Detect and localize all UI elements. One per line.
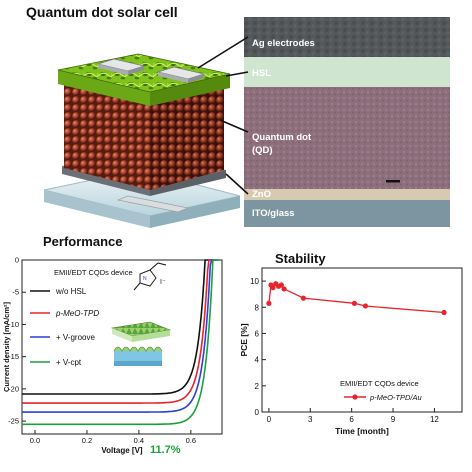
jv-legend-title: EMII/EDT CQDs device <box>54 268 133 277</box>
label-zno: ZnO <box>252 189 271 200</box>
stability-x-tick-label: 3 <box>308 415 313 424</box>
scale-bar <box>386 180 400 183</box>
stability-y-tick-label: 6 <box>255 329 260 338</box>
jv-series-line <box>22 259 217 404</box>
stability-x-tick-label: 12 <box>430 415 439 424</box>
bottom-electrode <box>116 195 190 213</box>
stability-chart: 0 3 6 9 12 0 2 4 6 8 10 Time [month] PCE [%] EMII/ED… <box>239 267 463 436</box>
jv-y-tick-label: -15 <box>8 352 19 361</box>
jv-y-tick-label: 0 <box>15 256 19 265</box>
jv-series-line <box>22 259 213 395</box>
jv-legend-item: w/o HSL <box>55 287 87 296</box>
qd-stack-side <box>150 86 224 190</box>
label-qd: (QD) <box>252 145 273 156</box>
jv-x-tick-label: 0.0 <box>30 436 40 445</box>
jv-y-label: Current density [mA/cm²] <box>2 301 11 392</box>
stability-data-point <box>351 300 358 306</box>
tem-cross-section <box>244 17 450 227</box>
jv-x-label: Voltage [V] <box>101 446 143 455</box>
ag-pad-right <box>156 66 206 83</box>
jv-legend-item: + V-cpt <box>56 358 82 367</box>
jv-legend-item: + V-groove <box>56 333 95 342</box>
jv-annotation: 11.7% <box>150 444 181 456</box>
performance-title: Performance <box>43 234 123 249</box>
jv-x-tick-label: 0.6 <box>186 436 196 445</box>
qd-title: Quantum dot solar cell <box>26 4 178 20</box>
stability-data-point <box>281 286 287 292</box>
label-ito-glass: ITO/glass <box>252 208 295 219</box>
emii-molecule-icon: N <box>133 262 167 291</box>
qd-stack-front <box>64 84 150 190</box>
stability-data-point <box>441 309 447 316</box>
label-quantum-dot: Quantum dot <box>252 132 312 143</box>
svg-text:N: N <box>143 276 147 282</box>
stability-data-point <box>362 303 369 309</box>
jv-x-tick-label: 0.2 <box>82 436 92 445</box>
jv-y-tick-label: -5 <box>12 288 19 297</box>
stability-y-tick-label: 0 <box>255 408 260 417</box>
jv-legend: w/o HSL p-MeO-TPD + V-groove + V-cpt <box>30 287 99 367</box>
jv-series-line <box>22 259 220 413</box>
iodide-label: I⁻ <box>160 279 166 286</box>
jv-legend-item: p-MeO-TPD <box>55 309 99 318</box>
stability-series-line <box>268 282 445 314</box>
jv-y-tick-label: -25 <box>8 417 19 426</box>
stability-legend-item: p-MeO-TPD/Au <box>369 393 423 402</box>
stability-y-tick-label: 2 <box>255 382 260 391</box>
label-hsl: HSL <box>252 68 271 79</box>
jv-plot-frame <box>21 259 223 435</box>
stability-x-label: Time [month] <box>335 426 389 436</box>
stability-data-point <box>270 285 276 291</box>
stability-y-tick-label: 8 <box>255 303 260 312</box>
stability-x-tick-label: 6 <box>349 415 354 424</box>
stability-data-point <box>300 295 306 301</box>
jv-series-line <box>22 259 221 426</box>
jv-x-tick-label: 0.4 <box>134 436 144 445</box>
v-groove-icon <box>110 321 172 342</box>
stability-plot-frame <box>261 267 463 413</box>
stability-title: Stability <box>275 251 326 266</box>
stability-x-tick-label: 9 <box>391 415 396 424</box>
stability-legend: p-MeO-TPD/Au <box>344 393 423 402</box>
device-illustration: Ag electrodes HSL Quantum dot (QD) ZnO I… <box>43 17 450 228</box>
jv-y-tick-label: -20 <box>8 384 19 393</box>
label-ag-electrodes: Ag electrodes <box>252 38 315 49</box>
stability-data-point <box>266 300 272 306</box>
stability-y-label: PCE [%] <box>239 323 249 356</box>
v-cpt-icon <box>113 346 163 366</box>
jv-y-tick-label: -10 <box>8 320 19 329</box>
stability-legend-title: EMII/EDT CQDs device <box>340 379 419 388</box>
ag-pad-left <box>96 58 146 75</box>
jv-chart: 0.0 0.2 0.4 0.6 0 -5 -10 -15 -20 -25 Voltage [V] Cu… <box>2 256 223 456</box>
stability-data-point <box>278 282 284 288</box>
stability-y-tick-label: 10 <box>250 277 259 286</box>
stability-x-tick-label: 0 <box>267 415 272 424</box>
stability-y-tick-label: 4 <box>255 356 260 365</box>
